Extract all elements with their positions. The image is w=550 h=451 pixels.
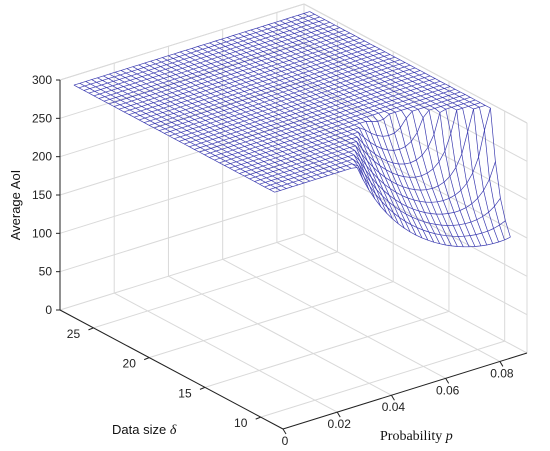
mesh-line-p-22 [203, 44, 405, 229]
mesh-line-p-25 [221, 38, 423, 239]
z-tick-label: 100 [32, 226, 52, 240]
mesh-line-p-24 [215, 40, 417, 236]
grid-line-z-side [303, 195, 528, 316]
tick-labels: 00.020.040.060.0810152025050100150200250… [32, 73, 514, 448]
mesh-line-p-14 [156, 59, 358, 168]
x-tick-label: 0.04 [382, 400, 406, 414]
x-tick-label: 0.02 [328, 417, 352, 431]
y-tick-label: 25 [67, 327, 81, 341]
x-axis-line [282, 352, 528, 430]
grid-line-z-back [59, 195, 305, 273]
x-tick-label: 0.08 [490, 366, 514, 380]
y-tick-label: 10 [234, 416, 248, 430]
mesh-line-p-31 [256, 27, 458, 247]
mesh-line-p-21 [197, 46, 399, 225]
mesh-line-p-36 [285, 18, 488, 246]
y-tick-label: 15 [178, 386, 192, 400]
x-tick-label: 0 [282, 434, 289, 448]
mesh-line-p-4 [97, 77, 299, 186]
mesh-line-p-2 [85, 81, 287, 189]
box-edge [303, 3, 528, 124]
grid-line-x-floor [168, 275, 392, 396]
mesh-line-p-13 [150, 60, 352, 169]
grid-line-y-floor [93, 251, 338, 329]
y-axis-label-symbol: δ [170, 423, 177, 438]
y-tick-mark [199, 386, 206, 390]
z-tick-label: 0 [45, 303, 52, 317]
grid-line-z-side [303, 233, 528, 354]
x-axis-label: Probability p [380, 429, 453, 444]
y-tick-mark [88, 327, 94, 331]
mesh-line-delta-2 [264, 158, 501, 226]
x-tick-mark [445, 378, 450, 384]
mesh-line-p-40 [309, 11, 511, 238]
mesh-line-p-8 [120, 70, 322, 178]
y-axis-label: Data size δ [112, 422, 177, 438]
mesh-line-p-15 [162, 57, 364, 180]
mesh-line-p-17 [173, 53, 376, 199]
z-tick-label: 300 [32, 73, 52, 87]
mesh-line-p-18 [179, 51, 382, 207]
z-tick-label: 200 [32, 150, 52, 164]
mesh-line-p-6 [109, 73, 311, 182]
mesh-line-p-32 [262, 25, 464, 247]
mesh-line-p-28 [238, 33, 441, 244]
mesh-line-p-39 [303, 13, 505, 241]
x-tick-mark [282, 428, 287, 435]
grid-line-x-floor [222, 258, 446, 379]
mesh-line-p-1 [79, 82, 281, 191]
mesh-line-p-9 [126, 68, 328, 177]
x-axis-label-symbol: p [445, 429, 453, 444]
mesh-line-p-29 [244, 31, 446, 246]
mesh-line-p-16 [168, 55, 370, 191]
mesh-line-p-35 [280, 20, 482, 247]
y-tick-mark [144, 357, 150, 361]
x-tick-label: 0.06 [436, 383, 460, 397]
mesh-line-p-26 [227, 37, 429, 241]
x-tick-mark [499, 361, 504, 367]
mesh-line-p-10 [132, 66, 334, 175]
z-tick-label: 50 [39, 265, 53, 279]
mesh-line-p-19 [185, 49, 387, 214]
z-axis-label: Average AoI [8, 170, 23, 241]
x-tick-mark [391, 394, 395, 401]
axes [56, 79, 528, 435]
x-axis-label-text: Probability [380, 429, 442, 444]
box-edge [59, 3, 305, 81]
mesh-line-p-23 [209, 42, 411, 233]
surface-mesh [73, 11, 511, 248]
grid-line-z-side [303, 118, 528, 239]
y-axis-line [59, 309, 284, 430]
mesh-line-p-30 [250, 29, 452, 247]
grid-line-y-floor [204, 310, 450, 388]
mesh-line-p-20 [191, 48, 393, 220]
mesh-line-p-38 [297, 14, 499, 243]
grid-line-z-side [303, 156, 528, 277]
x-tick-mark [336, 411, 341, 418]
y-tick-label: 20 [123, 357, 137, 371]
mesh-line-p-27 [232, 35, 435, 243]
z-tick-label: 250 [32, 111, 52, 125]
mesh-line-p-3 [91, 79, 293, 188]
z-tick-label: 150 [32, 188, 52, 202]
grid-line-y-floor [260, 340, 505, 418]
grid-line-z-back [59, 41, 305, 119]
mesh-line-p-7 [114, 71, 316, 180]
y-axis-label-text: Data size [112, 422, 166, 437]
grid-line-x-floor [276, 242, 501, 362]
mesh-line-p-33 [268, 24, 470, 247]
mesh-line-p-0 [73, 84, 275, 193]
mesh-line-p-37 [291, 16, 494, 244]
grid-line-z-back [59, 80, 305, 158]
mesh-line-p-34 [274, 22, 476, 247]
mesh-line-p-11 [138, 64, 340, 173]
grid-line-y-floor [149, 281, 394, 359]
grid-line-x-floor [113, 292, 338, 413]
y-tick-mark [255, 416, 261, 420]
mesh-line-p-5 [103, 75, 305, 184]
grid-line-z-back [59, 233, 305, 311]
mesh-line-p-12 [144, 62, 346, 171]
